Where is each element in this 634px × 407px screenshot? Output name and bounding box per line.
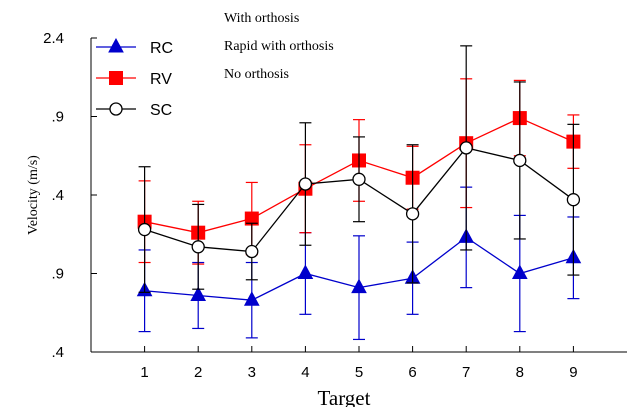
legend: RC RV SC	[96, 37, 173, 119]
legend-label-rc: RC	[150, 40, 173, 57]
y-tick-label: 2.4	[43, 30, 64, 47]
y-tick-label: .9	[51, 266, 64, 283]
data-point-rc	[190, 286, 207, 301]
x-ticks: 1 2 3 4 5 6 7 8 9	[140, 346, 578, 381]
y-ticks: .4 .9 .4 .9 2.4	[43, 30, 97, 361]
x-tick-label: 4	[301, 364, 309, 381]
data-point-rv	[244, 211, 259, 226]
data-point-sc	[459, 141, 473, 155]
data-point-sc	[191, 240, 205, 254]
x-tick-label: 2	[194, 364, 202, 381]
x-tick-label: 8	[516, 364, 524, 381]
x-tick-label: 7	[462, 364, 470, 381]
data-point-sc	[245, 244, 259, 259]
x-axis-title: Target	[318, 386, 371, 407]
x-tick-label: 9	[569, 364, 577, 381]
x-tick-label: 6	[408, 364, 416, 381]
y-tick-label: .4	[51, 187, 64, 204]
data-point-rc	[297, 264, 314, 279]
data-series	[136, 45, 582, 341]
annotation-text: With orthosis	[224, 11, 299, 26]
data-point-sc	[566, 193, 581, 207]
legend-label-rv: RV	[150, 71, 172, 88]
legend-marker-rc	[108, 37, 124, 53]
y-axis-title: Velocity (m/s)	[26, 155, 41, 235]
data-point-sc	[405, 207, 420, 221]
data-point-sc	[352, 172, 366, 186]
legend-marker-rv	[109, 71, 123, 85]
legend-marker-sc	[109, 102, 123, 116]
data-point-sc	[137, 222, 152, 237]
series-sc	[137, 45, 581, 293]
data-point-sc	[298, 177, 313, 191]
x-tick-label: 5	[355, 364, 363, 381]
data-point-rc	[243, 291, 260, 306]
data-point-rc	[511, 264, 528, 279]
data-point-rc	[351, 278, 367, 294]
y-tick-label: .4	[51, 344, 64, 361]
x-tick-label: 1	[140, 364, 148, 381]
legend-label-sc: SC	[150, 102, 172, 119]
y-tick-label: .9	[51, 109, 64, 126]
data-point-sc	[513, 153, 527, 168]
annotation-text: No orthosis	[224, 67, 289, 82]
x-tick-label: 3	[248, 364, 256, 381]
annotations: With orthosis Rapid with orthosis No ortho…	[224, 11, 334, 82]
annotation-text: Rapid with orthosis	[224, 39, 334, 54]
